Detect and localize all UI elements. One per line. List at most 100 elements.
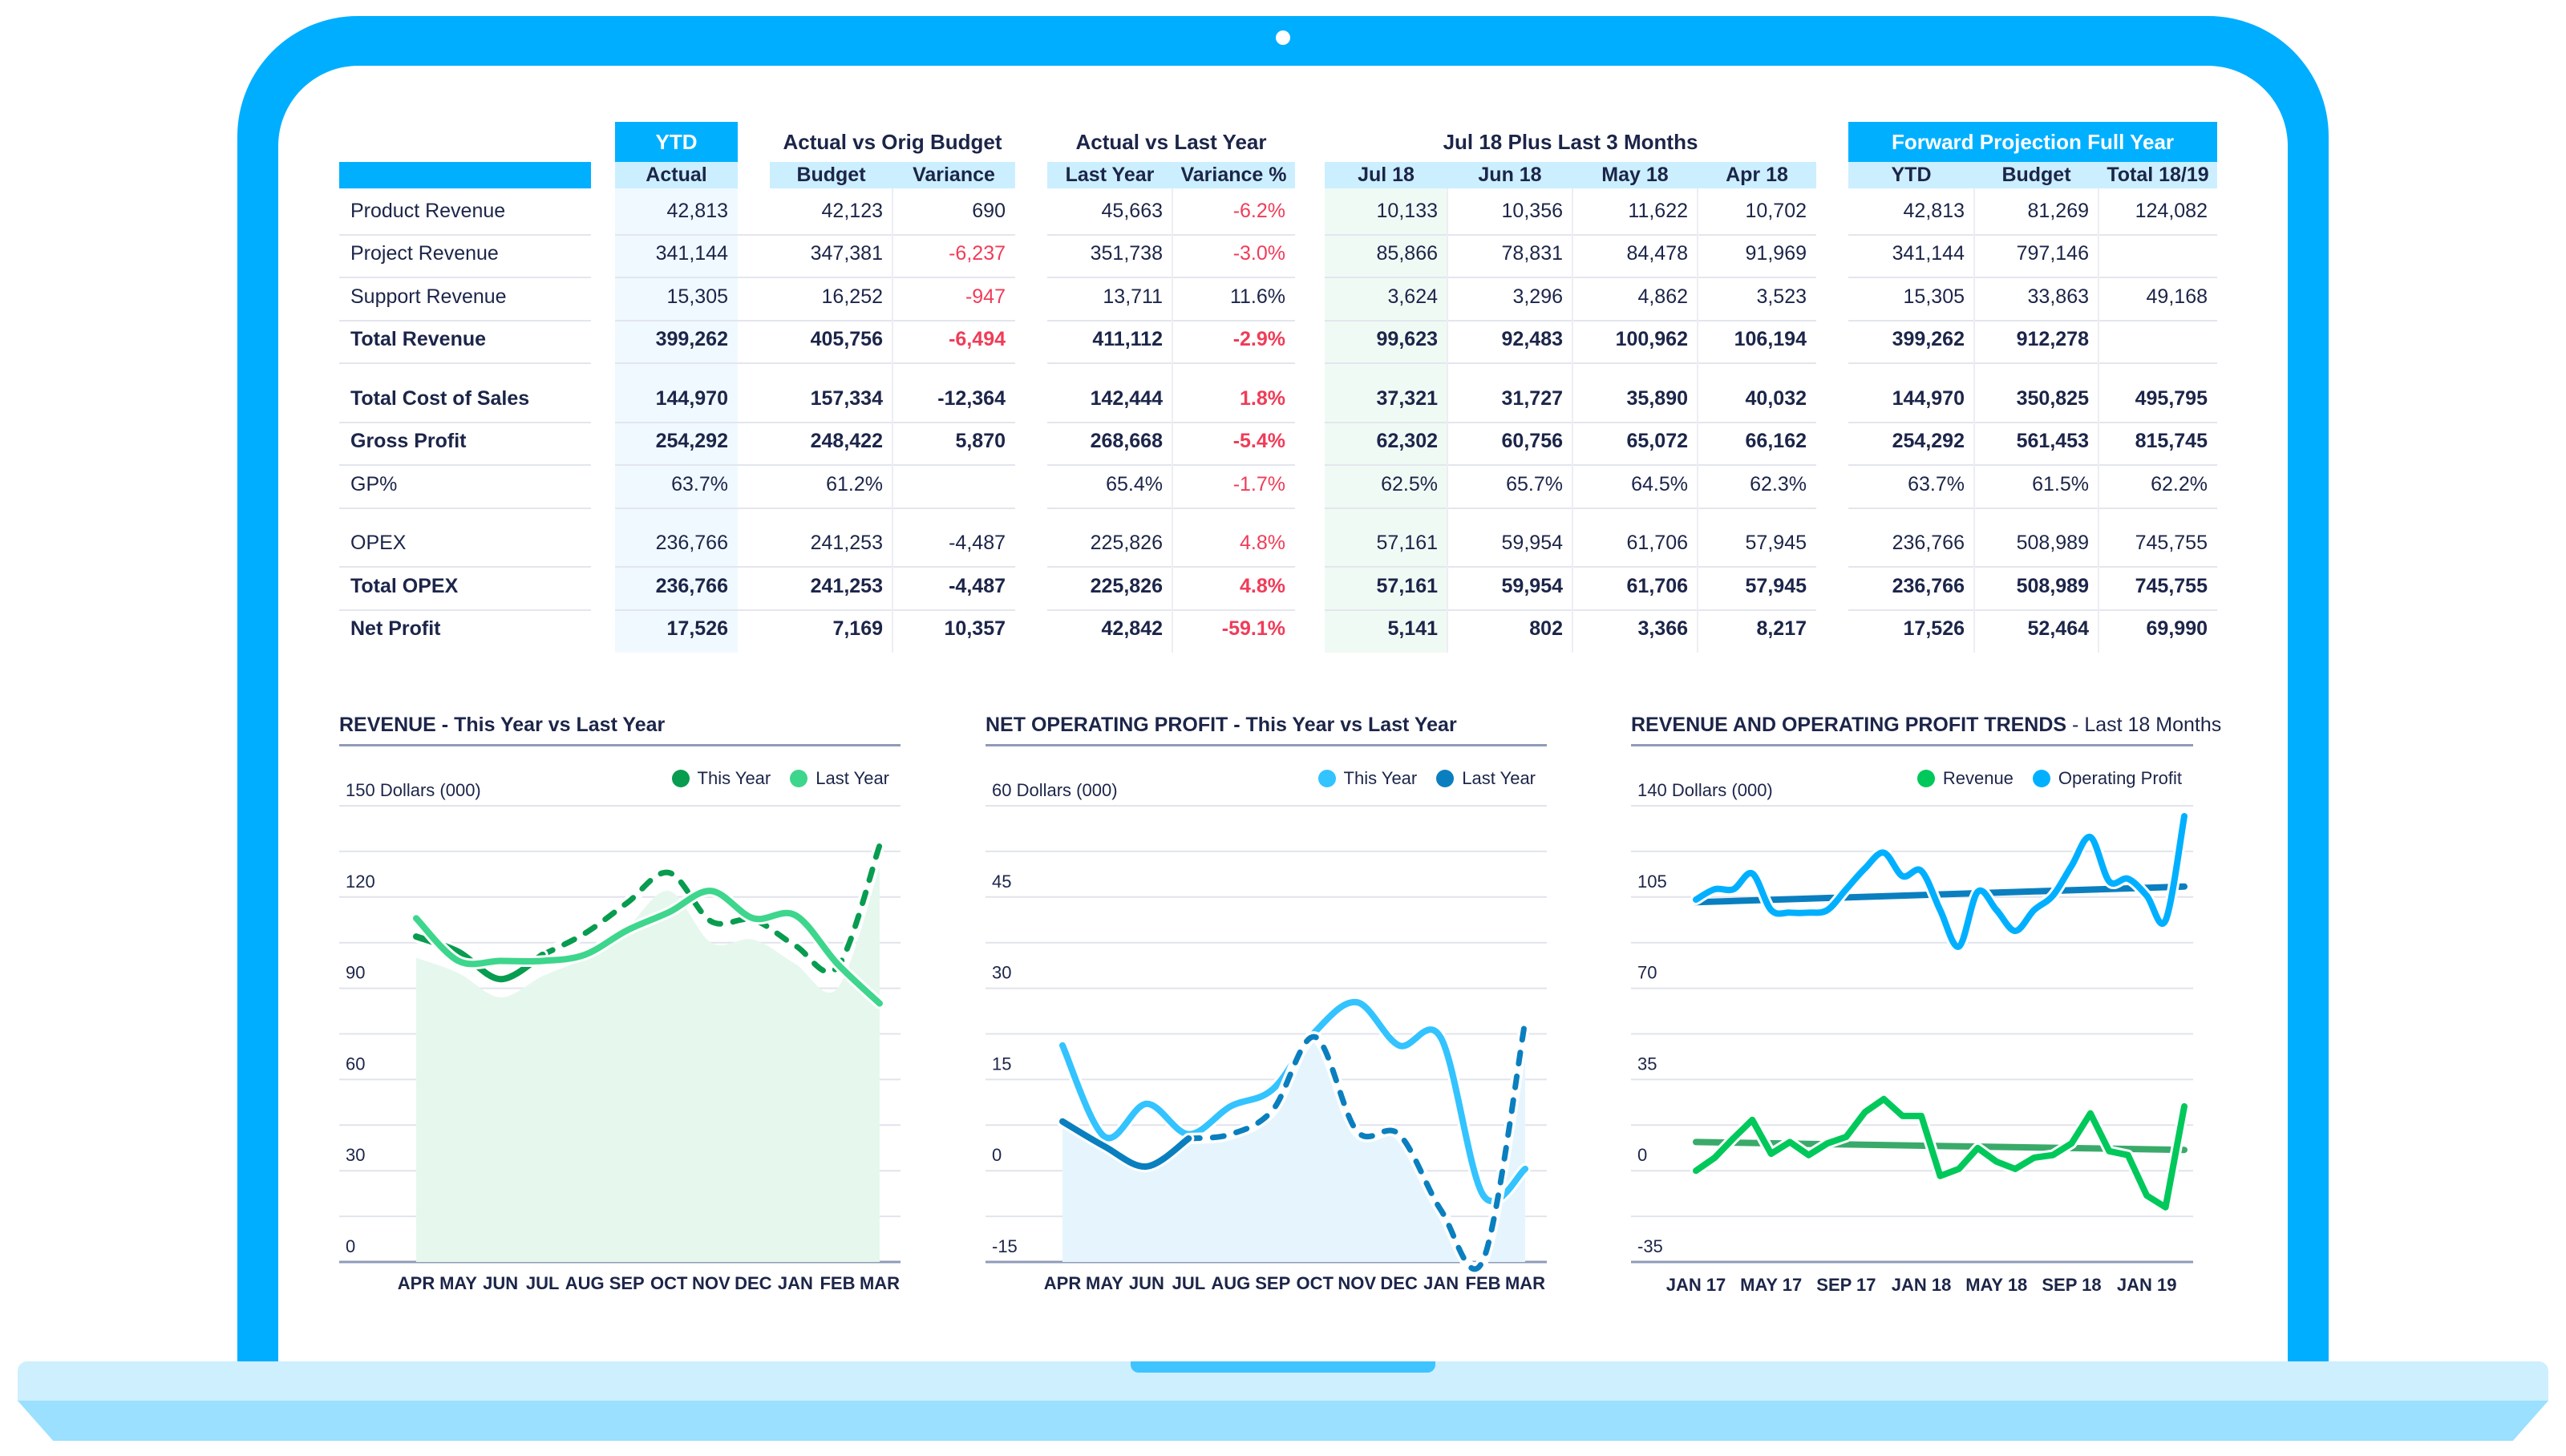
table-cell: 66,162 [1745,430,1807,452]
table-cell: 85,866 [1376,242,1438,265]
table-cell: 254,292 [655,430,728,452]
chart-title: REVENUE AND OPERATING PROFIT TRENDS - La… [1631,714,2222,736]
legend-label[interactable]: This Year [1343,768,1418,788]
table-cell: 63.7% [671,473,728,495]
x-tick-label: JUL [526,1273,560,1293]
column-header[interactable]: May 18 [1572,162,1698,188]
legend-label[interactable]: Revenue [1942,768,2014,788]
x-tick-label: FEB [820,1273,855,1293]
column-header[interactable]: YTD [1848,162,1974,188]
table-cell: 144,970 [1892,387,1965,410]
legend-label[interactable]: Operating Profit [2058,768,2182,788]
x-tick-label: APR [1044,1273,1082,1293]
table-cell: 124,082 [2135,200,2208,222]
column-header[interactable]: Apr 18 [1698,162,1816,188]
series-line-projected [1185,1018,1528,1272]
y-tick-label: 70 [1637,963,1657,983]
row-divider [339,566,591,568]
y-tick-label: 30 [346,1145,365,1165]
table-cell: 405,756 [810,328,883,350]
column-header[interactable]: Jul 18 [1325,162,1447,188]
series-line [413,888,883,1007]
x-tick-label: MAY [439,1273,477,1293]
column-header[interactable]: Variance [892,162,1015,188]
table-cell: 236,766 [1892,575,1965,597]
table-cell: 912,278 [2016,328,2089,350]
table-cell: 100,962 [1615,328,1688,350]
table-cell: 3,624 [1387,285,1438,308]
column-header[interactable]: Total 18/19 [2099,162,2217,188]
table-cell: 341,144 [655,242,728,265]
table-cell: 61.2% [826,473,883,495]
table-cell: 351,738 [1090,242,1163,265]
chart-legend: This Year Last Year [1317,768,1547,789]
table-cell: 106,194 [1734,328,1807,350]
row-divider [615,508,1015,509]
chart-legend: This Year Last Year [671,768,901,789]
table-cell: 4,862 [1637,285,1688,308]
table-cell: 42,123 [821,200,883,222]
series-line [1693,813,2188,950]
table-cell: 797,146 [2016,242,2089,265]
legend-label[interactable]: Last Year [1462,768,1536,788]
table-cell: 745,755 [2135,532,2208,554]
column-header[interactable]: Variance % [1172,162,1295,188]
row-divider [339,508,591,509]
x-tick-label: JUL [1172,1273,1206,1293]
table-cell: 802 [1529,617,1563,640]
x-tick-label: AUG [1211,1273,1250,1293]
table-cell: 11.6% [1229,285,1285,308]
row-label: Total Cost of Sales [350,387,530,410]
group-header: Actual vs Orig Budget [783,130,1002,154]
table-cell: 42,842 [1101,617,1163,640]
row-divider [1325,609,1816,611]
column-header[interactable]: Actual [615,162,738,188]
x-tick-label: AUG [565,1273,605,1293]
table-cell: 3,523 [1756,285,1807,308]
x-tick-label: SEP [1255,1273,1290,1293]
table-cell: -6,494 [949,328,1006,350]
row-divider [1325,277,1816,278]
series-line-actual [1059,1118,1192,1170]
area-fill [1062,1025,1525,1271]
column-header[interactable]: Last Year [1047,162,1172,188]
column-header[interactable]: Jun 18 [1447,162,1572,188]
table-cell: -5.4% [1232,430,1285,452]
x-tick-label: JAN [778,1273,813,1293]
legend-dot-icon [1317,770,1336,787]
x-tick-label: DEC [1380,1273,1418,1293]
column-header[interactable]: Budget [1974,162,2099,188]
table-cell: 57,945 [1745,532,1807,554]
x-tick-label: SEP 17 [1816,1275,1876,1295]
x-tick-label: MAY 17 [1740,1275,1802,1295]
table-cell: 99,623 [1376,328,1438,350]
row-divider [1047,508,1295,509]
table-cell: 399,262 [1892,328,1965,350]
table-cell: 815,745 [2135,430,2208,452]
y-tick-label: 120 [346,872,375,892]
row-label: Project Revenue [350,242,499,265]
legend-dot-icon [1436,770,1455,787]
table-cell: -3.0% [1232,242,1285,265]
table-cell: 65.4% [1106,473,1163,495]
table-cell: 4.8% [1240,532,1285,554]
row-divider [1047,566,1295,568]
table-cell: -4,487 [949,532,1006,554]
table-cell: 15,305 [1903,285,1965,308]
label-header-bar [339,162,591,188]
table-cell: 15,305 [666,285,728,308]
table-cell: 690 [972,200,1006,222]
column-divider [1172,188,1173,653]
table-cell: 61,706 [1626,575,1688,597]
column-header[interactable]: Budget [770,162,892,188]
x-tick-label: JAN 19 [2117,1275,2177,1295]
table-cell: 8,217 [1756,617,1807,640]
x-tick-label: SEP 18 [2042,1275,2101,1295]
table-cell: 254,292 [1892,430,1965,452]
row-label: Total OPEX [350,575,459,597]
table-cell: 142,444 [1090,387,1163,410]
legend-label[interactable]: This Year [697,768,771,788]
table-cell: 268,668 [1090,430,1163,452]
legend-label[interactable]: Last Year [816,768,889,788]
table-cell: 347,381 [810,242,883,265]
